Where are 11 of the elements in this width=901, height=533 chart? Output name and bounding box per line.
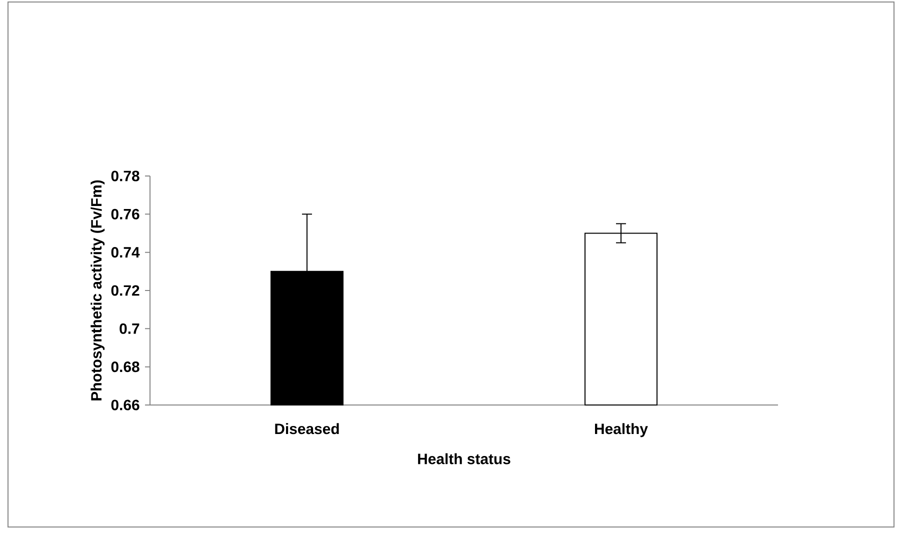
x-axis-title: Health status — [418, 453, 510, 464]
y-tick-label: 0.76 — [111, 208, 140, 220]
y-tick-label: 0.66 — [111, 400, 140, 410]
y-tick-label: 0.74 — [111, 247, 140, 258]
x-tick-label: Diseased — [275, 423, 339, 434]
y-tick-label: 0.78 — [111, 170, 140, 182]
y-tick-label: 0.68 — [111, 362, 140, 372]
y-tick-label: 0.72 — [111, 285, 140, 296]
x-tick-label: Healthy — [595, 423, 648, 438]
y-axis-title: Photosynthetic activity (Fv/Fm) — [90, 180, 105, 400]
y-tick-label: 0.7 — [120, 323, 140, 334]
